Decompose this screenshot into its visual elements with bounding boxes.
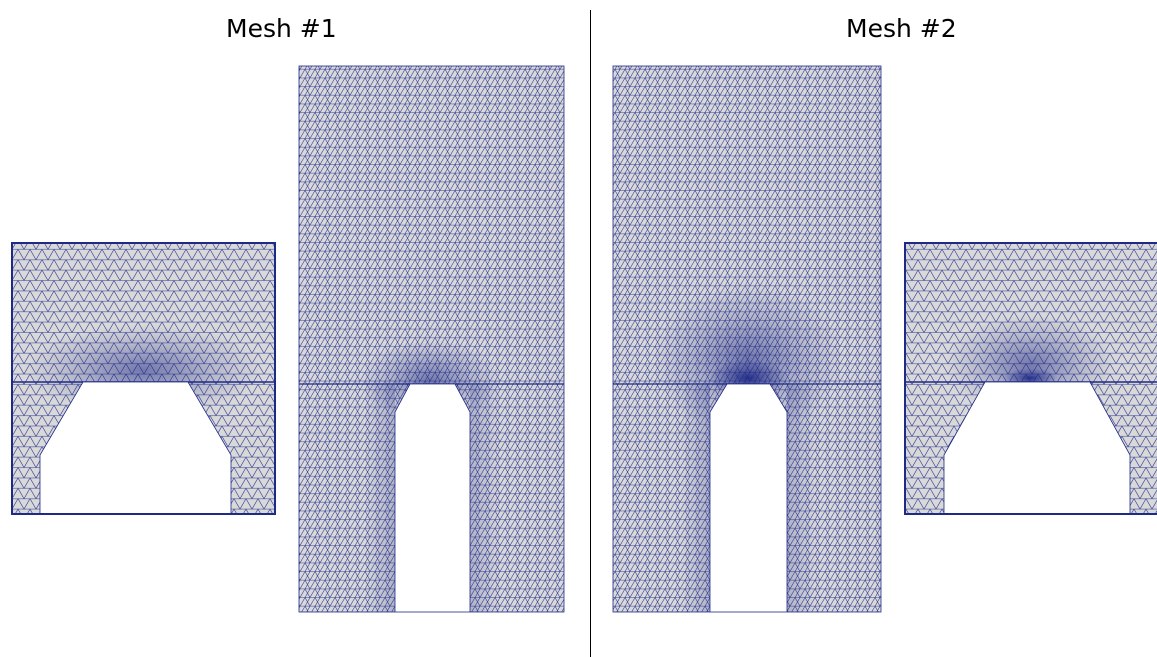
mesh-2-zoom-inset — [904, 242, 1157, 515]
mesh-2-full-mesh — [612, 65, 882, 613]
mesh-2-title: Mesh #2 — [846, 14, 957, 43]
mesh-1-title: Mesh #1 — [226, 14, 337, 43]
mesh-1-full-mesh — [298, 65, 565, 613]
mesh-1-zoom-inset — [11, 242, 276, 515]
panel-divider — [590, 10, 591, 657]
